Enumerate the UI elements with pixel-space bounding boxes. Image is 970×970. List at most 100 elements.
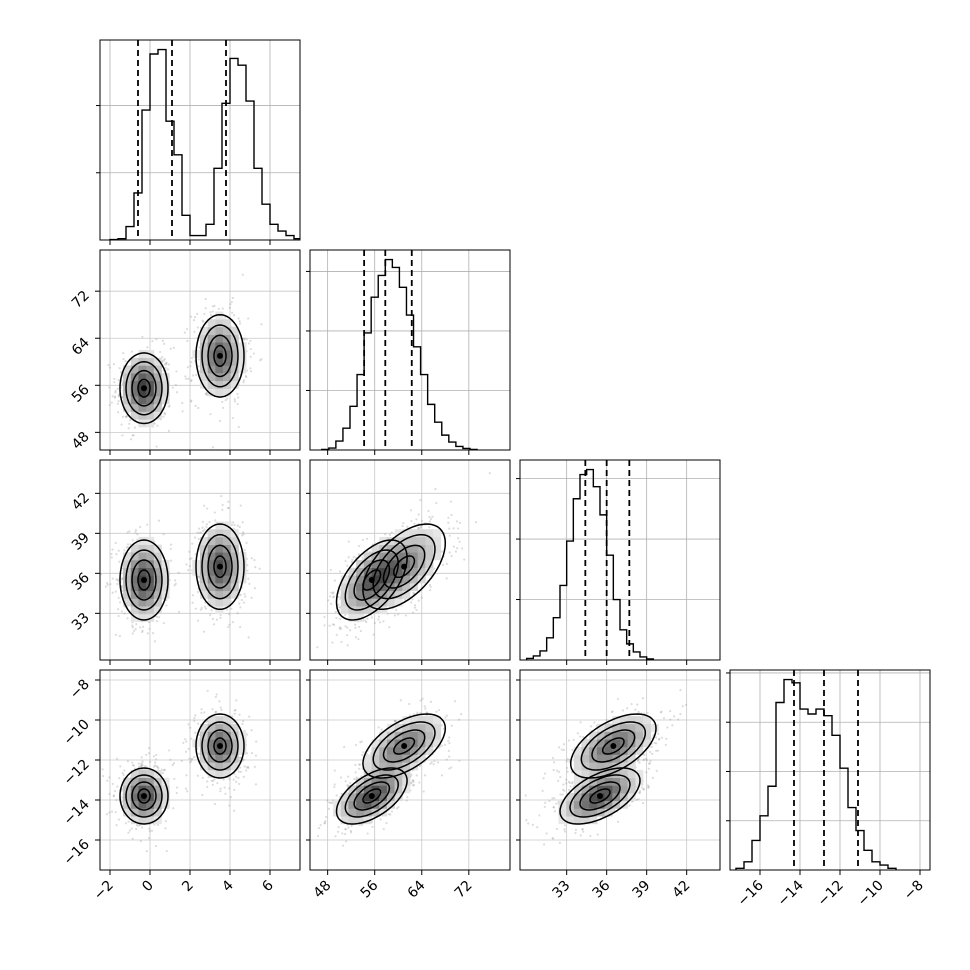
sample-point: [245, 733, 249, 736]
sample-point: [474, 520, 478, 524]
sample-point: [219, 790, 222, 793]
sample-point: [115, 798, 118, 802]
sample-point: [231, 621, 235, 624]
sample-point: [241, 534, 244, 537]
density-cell: [348, 606, 357, 615]
density-cell: [215, 319, 224, 328]
sample-point: [412, 779, 415, 782]
sample-point: [163, 768, 167, 771]
sample-point: [387, 813, 391, 816]
sample-point: [410, 519, 413, 523]
contour-line: [207, 544, 233, 589]
density-cell: [230, 357, 239, 366]
density-cell: [153, 411, 162, 420]
density-cell: [402, 544, 411, 553]
sample-point: [364, 619, 367, 622]
density-cell: [146, 560, 155, 568]
sample-point: [202, 320, 205, 323]
y-tick-label: 64: [69, 335, 93, 359]
sample-point: [141, 763, 144, 766]
sample-point: [204, 307, 207, 310]
contour-line: [201, 533, 239, 600]
sample-point: [250, 729, 253, 732]
sample-point: [211, 305, 214, 308]
sample-point: [403, 598, 406, 601]
density-cell: [138, 411, 147, 420]
sample-point: [332, 596, 335, 599]
density-cell: [161, 785, 170, 794]
density-cell: [207, 575, 216, 584]
sample-point: [247, 577, 250, 580]
sample-point: [357, 553, 360, 556]
density-cell: [153, 552, 162, 561]
sample-point: [353, 777, 356, 781]
sample-point: [242, 338, 246, 341]
sample-point: [110, 401, 113, 404]
sample-point: [214, 695, 217, 699]
sample-point: [162, 622, 165, 625]
sample-point: [190, 399, 193, 402]
sample-point: [346, 626, 349, 629]
sample-point: [112, 795, 116, 798]
sample-point: [231, 416, 234, 420]
sample-point: [239, 625, 242, 629]
sample-point: [338, 606, 341, 609]
sample-point: [238, 713, 241, 716]
sample-point: [323, 624, 326, 627]
sample-point: [246, 369, 249, 372]
sample-point: [242, 775, 245, 778]
sample-point: [327, 807, 331, 810]
density-cell: [394, 529, 403, 538]
sample-point: [164, 366, 167, 370]
sample-point: [388, 626, 391, 629]
density-cell: [153, 388, 162, 397]
sample-point: [173, 777, 176, 781]
density-cell: [130, 590, 139, 599]
density-cell: [130, 411, 139, 420]
sample-point: [235, 699, 238, 702]
sample-point: [452, 545, 455, 548]
sample-point: [424, 707, 427, 710]
density-cell: [123, 808, 132, 817]
sample-point: [211, 708, 214, 711]
sample-point: [131, 434, 134, 437]
sample-point: [228, 623, 231, 626]
sample-point: [147, 837, 151, 840]
density-cell: [215, 529, 224, 538]
sample-point: [221, 503, 224, 507]
sample-point: [201, 526, 204, 529]
density-cell: [356, 590, 365, 599]
density-cell: [146, 365, 155, 374]
sample-point: [105, 813, 109, 816]
sample-point: [136, 824, 139, 827]
density-cell: [215, 731, 224, 740]
sample-point: [230, 300, 233, 304]
sample-point: [338, 627, 341, 630]
sample-point: [145, 753, 148, 756]
density-cell: [130, 552, 139, 561]
sample-point: [435, 710, 438, 713]
sample-point: [348, 781, 352, 785]
density-cell: [363, 560, 372, 568]
sample-point: [155, 445, 158, 448]
sample-point: [243, 729, 246, 733]
sample-point: [341, 832, 344, 835]
sample-point: [428, 583, 432, 587]
sample-point: [236, 524, 239, 527]
sample-point: [438, 708, 441, 712]
sample-point: [239, 593, 242, 596]
density-cell: [200, 567, 208, 576]
sample-point: [186, 366, 189, 369]
contour-line: [119, 539, 169, 621]
sample-point: [233, 788, 236, 791]
sample-point: [189, 365, 192, 368]
sample-point: [205, 523, 208, 526]
sample-point: [152, 755, 155, 758]
sample-point: [346, 784, 349, 787]
sample-point: [121, 772, 124, 775]
sample-point: [121, 800, 124, 803]
sample-point: [410, 601, 413, 604]
sample-point: [114, 633, 117, 636]
sample-point: [230, 715, 234, 718]
density-cell: [146, 785, 155, 794]
